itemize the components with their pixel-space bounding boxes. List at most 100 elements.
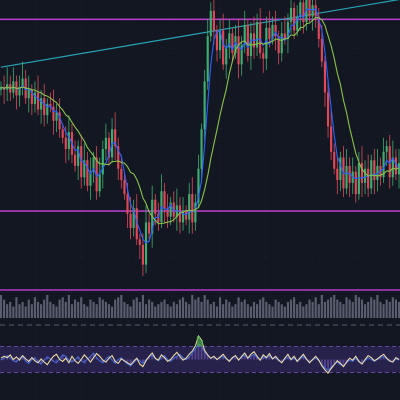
candle-body[interactable] bbox=[191, 194, 194, 223]
candle-body[interactable] bbox=[181, 211, 185, 223]
candle-body[interactable] bbox=[64, 137, 67, 149]
candle-body[interactable] bbox=[114, 129, 117, 147]
candle-body[interactable] bbox=[339, 157, 342, 181]
candle-body[interactable] bbox=[314, 5, 317, 17]
candle-body[interactable] bbox=[382, 151, 385, 178]
candle-body[interactable] bbox=[98, 174, 101, 192]
candle-body[interactable] bbox=[77, 146, 80, 166]
candle-body[interactable] bbox=[80, 146, 83, 178]
candle-body[interactable] bbox=[388, 146, 391, 178]
candle-body[interactable] bbox=[188, 194, 191, 220]
candle-body[interactable] bbox=[58, 112, 61, 130]
candle-body[interactable] bbox=[21, 78, 24, 87]
candle-body[interactable] bbox=[394, 157, 397, 175]
candle-body[interactable] bbox=[333, 151, 336, 169]
candle-body[interactable] bbox=[67, 132, 70, 149]
candle-body[interactable] bbox=[280, 33, 283, 54]
candle-body[interactable] bbox=[129, 213, 132, 228]
candle-body[interactable] bbox=[104, 137, 107, 149]
candle-body[interactable] bbox=[259, 22, 262, 54]
candle-body[interactable] bbox=[46, 103, 49, 116]
candle-body[interactable] bbox=[243, 24, 246, 45]
candle-body[interactable] bbox=[240, 44, 243, 65]
candle-body[interactable] bbox=[209, 10, 212, 37]
candle-body[interactable] bbox=[175, 205, 178, 217]
candle-body[interactable] bbox=[218, 30, 222, 51]
candle-body[interactable] bbox=[397, 163, 400, 175]
candle-body[interactable] bbox=[237, 36, 240, 65]
candle-body[interactable] bbox=[89, 171, 92, 186]
candle-body[interactable] bbox=[101, 149, 104, 175]
candle-body[interactable] bbox=[107, 137, 111, 158]
candle-body[interactable] bbox=[215, 30, 219, 51]
candle-body[interactable] bbox=[367, 168, 370, 189]
candle-body[interactable] bbox=[49, 103, 52, 107]
candle-body[interactable] bbox=[36, 92, 40, 110]
candle-body[interactable] bbox=[135, 208, 138, 240]
candle-body[interactable] bbox=[391, 157, 394, 178]
candle-body[interactable] bbox=[320, 39, 323, 62]
candle-body[interactable] bbox=[262, 53, 265, 59]
candle-body[interactable] bbox=[18, 86, 21, 96]
candle-body[interactable] bbox=[234, 36, 237, 54]
candle-body[interactable] bbox=[30, 89, 33, 104]
candle-body[interactable] bbox=[203, 81, 206, 130]
candle-body[interactable] bbox=[83, 160, 86, 178]
candle-body[interactable] bbox=[52, 106, 55, 121]
candle-body[interactable] bbox=[86, 160, 89, 186]
candle-body[interactable] bbox=[317, 16, 320, 40]
candle-body[interactable] bbox=[305, 0, 308, 23]
candle-body[interactable] bbox=[289, 8, 293, 23]
candle-body[interactable] bbox=[373, 160, 376, 181]
candle-body[interactable] bbox=[385, 146, 388, 152]
candle-body[interactable] bbox=[231, 33, 234, 54]
candle-body[interactable] bbox=[117, 146, 120, 169]
candle-body[interactable] bbox=[357, 163, 360, 195]
candle-body[interactable] bbox=[286, 22, 290, 40]
candle-body[interactable] bbox=[123, 180, 126, 195]
candle-body[interactable] bbox=[323, 61, 327, 93]
candle-body[interactable] bbox=[126, 194, 129, 214]
candle-body[interactable] bbox=[228, 33, 231, 48]
candle-body[interactable] bbox=[212, 10, 215, 31]
candle-body[interactable] bbox=[55, 112, 58, 121]
candle-body[interactable] bbox=[148, 222, 151, 234]
candle-body[interactable] bbox=[132, 208, 135, 228]
candle-body[interactable] bbox=[197, 168, 200, 203]
candle-body[interactable] bbox=[222, 30, 225, 65]
candle-body[interactable] bbox=[293, 8, 296, 31]
candle-body[interactable] bbox=[370, 160, 373, 189]
candle-body[interactable] bbox=[345, 165, 348, 189]
candle-body[interactable] bbox=[302, 2, 305, 23]
candle-body[interactable] bbox=[283, 33, 286, 40]
candle-body[interactable] bbox=[296, 16, 299, 31]
candle-body[interactable] bbox=[194, 202, 197, 223]
candle-body[interactable] bbox=[206, 36, 209, 82]
candle-body[interactable] bbox=[225, 47, 228, 65]
candle-body[interactable] bbox=[157, 213, 160, 223]
candle-body[interactable] bbox=[163, 191, 166, 209]
candle-body[interactable] bbox=[246, 24, 249, 56]
candle-body[interactable] bbox=[95, 157, 98, 192]
candle-body[interactable] bbox=[336, 168, 339, 181]
candle-body[interactable] bbox=[0, 86, 3, 90]
candle-body[interactable] bbox=[185, 211, 188, 220]
candle-body[interactable] bbox=[178, 205, 182, 223]
candle-body[interactable] bbox=[354, 171, 357, 195]
candle-body[interactable] bbox=[120, 168, 123, 181]
candle-body[interactable] bbox=[172, 202, 175, 217]
candle-body[interactable] bbox=[200, 129, 203, 169]
candle-body[interactable] bbox=[360, 163, 364, 183]
candle-body[interactable] bbox=[271, 24, 274, 40]
candle-body[interactable] bbox=[308, 0, 311, 17]
candle-body[interactable] bbox=[274, 24, 277, 37]
candle-body[interactable] bbox=[61, 129, 64, 138]
candle-body[interactable] bbox=[166, 208, 169, 217]
candle-body[interactable] bbox=[311, 5, 314, 17]
candle-body[interactable] bbox=[363, 168, 367, 183]
candle-body[interactable] bbox=[330, 126, 333, 152]
candle-body[interactable] bbox=[27, 89, 30, 99]
candle-body[interactable] bbox=[326, 92, 330, 127]
